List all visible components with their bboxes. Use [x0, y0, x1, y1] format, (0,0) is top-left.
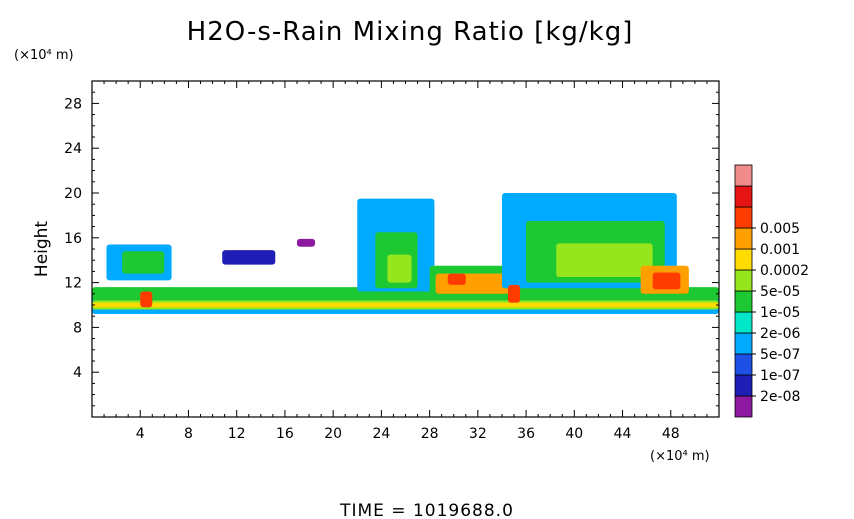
field-region-cloud-left-core: [122, 251, 165, 274]
colorbar-swatch: [734, 185, 753, 208]
field-region-layer-tops: [92, 287, 719, 301]
x-axis-unit: (×10⁴ m): [650, 449, 710, 464]
colorbar-swatch: [734, 206, 753, 229]
x-tick-label: 32: [469, 426, 487, 442]
field-region-cloud-small: [296, 238, 316, 247]
y-tick-label: 4: [73, 365, 82, 381]
x-tick-label: 40: [565, 426, 583, 442]
x-tick-label: 24: [372, 426, 390, 442]
field-region-band-28-36-hot: [447, 273, 466, 285]
field-region-lower-layer-core: [92, 302, 719, 308]
colorbar-label: 5e-07: [760, 347, 800, 363]
y-tick-label: 8: [73, 320, 82, 336]
chart-title: H2O-s-Rain Mixing Ratio [kg/kg]: [187, 17, 634, 47]
y-tick-label: 20: [64, 186, 82, 202]
x-tick-label: 4: [136, 426, 145, 442]
rain-mixing-ratio-field: [92, 193, 719, 314]
colorbar-label: 2e-06: [760, 326, 800, 342]
colorbar-swatch: [734, 332, 753, 355]
time-footer: TIME = 1019688.0: [339, 501, 514, 519]
x-tick-label: 48: [662, 426, 680, 442]
colorbar-swatch: [734, 248, 753, 271]
colorbar-swatch: [734, 227, 753, 250]
colorbar-label: 5e-05: [760, 284, 800, 300]
colorbar-swatch: [734, 353, 753, 376]
y-tick-label: 16: [64, 231, 82, 247]
x-tick-label: 12: [228, 426, 246, 442]
colorbar-swatch: [734, 374, 753, 397]
x-axis-ticks: 4 8 12 16 20 24 28 32 36 40 44 48: [103, 81, 708, 442]
field-region-cloud-thin: [222, 250, 276, 265]
y-tick-label: 12: [64, 276, 82, 292]
field-region-cloud-22-28-inner: [387, 254, 412, 283]
colorbar: [734, 164, 753, 418]
colorbar-label: 0.001: [760, 242, 800, 258]
y-axis-label: Height: [32, 221, 52, 278]
x-tick-label: 8: [184, 426, 193, 442]
colorbar-labels: 2e-08 1e-07 5e-07 2e-06 1e-05 5e-05 0.0002 0.00…: [752, 221, 809, 405]
x-tick-label: 20: [324, 426, 342, 442]
x-tick-label: 16: [276, 426, 294, 442]
x-tick-label: 36: [517, 426, 535, 442]
colorbar-swatch: [734, 269, 753, 292]
field-region-cloud-36-48-inner: [556, 243, 653, 277]
colorbar-label: 0.005: [760, 221, 800, 237]
field-region-cell-4: [140, 291, 153, 308]
field-region-cell-46-48-hot: [652, 272, 681, 290]
colorbar-label: 2e-08: [760, 389, 800, 405]
y-axis-unit: (×10⁴ m): [14, 48, 74, 63]
colorbar-label: 1e-07: [760, 368, 800, 384]
x-tick-label: 44: [614, 426, 632, 442]
colorbar-swatch: [734, 164, 753, 187]
colorbar-swatch: [734, 290, 753, 313]
colorbar-label: 1e-05: [760, 305, 800, 321]
colorbar-swatch: [734, 311, 753, 334]
y-tick-label: 28: [64, 96, 82, 112]
colorbar-swatch: [734, 395, 753, 418]
y-axis-ticks: 4 8 12 16 20 24 28: [64, 91, 719, 407]
y-tick-label: 24: [64, 141, 82, 157]
x-tick-label: 28: [421, 426, 439, 442]
colorbar-label: 0.0002: [760, 263, 809, 279]
field-region-cell-35: [507, 284, 521, 303]
